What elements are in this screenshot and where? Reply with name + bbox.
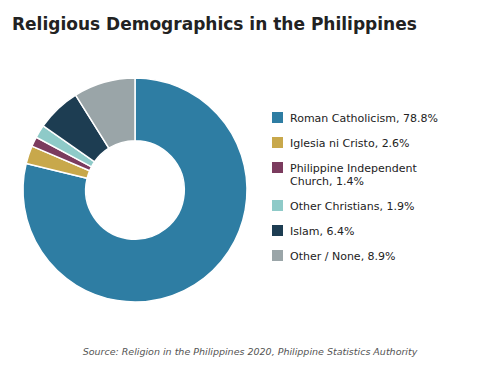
legend-label: Other Christians, 1.9% xyxy=(290,200,414,213)
legend-swatch xyxy=(272,137,283,148)
legend-label: Islam, 6.4% xyxy=(290,225,354,238)
legend-label: Philippine IndependentChurch, 1.4% xyxy=(290,162,417,188)
chart-container: Religious Demographics in the Philippine… xyxy=(0,0,500,365)
source: Source: Religion in the Philippines 2020… xyxy=(83,346,418,357)
legend-swatch xyxy=(272,250,283,261)
slices xyxy=(23,78,247,302)
slice xyxy=(76,78,135,148)
title: Religious Demographics in the Philippine… xyxy=(12,14,417,34)
legend-swatch xyxy=(272,225,283,236)
slice xyxy=(23,78,247,302)
legend: Roman Catholicism, 78.8% Iglesia ni Crist… xyxy=(272,112,438,263)
legend-swatch xyxy=(272,200,283,211)
background xyxy=(0,0,500,365)
legend-label: Other / None, 8.9% xyxy=(290,250,396,263)
legend-label: Iglesia ni Cristo, 2.6% xyxy=(290,137,410,150)
legend-label: Roman Catholicism, 78.8% xyxy=(290,112,438,125)
legend-swatch xyxy=(272,112,283,123)
legend-swatch xyxy=(272,162,283,173)
chart: Religious Demographics in the Philippine… xyxy=(0,0,500,365)
